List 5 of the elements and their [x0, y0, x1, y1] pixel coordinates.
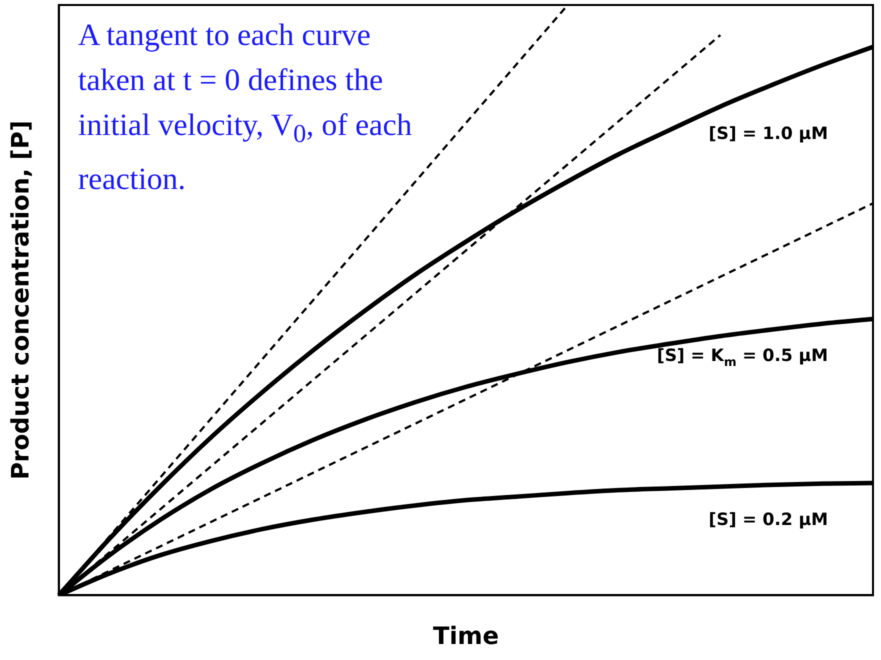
- text: A tangent to each curve taken at t = 0 defines the initial velocity, V$_{0}$, of each reaction.: [78, 17, 412, 196]
- x-axis-title: Time: [432, 622, 499, 650]
- y-axis-title: Product concentration, [P]: [6, 120, 35, 480]
- series-label: [S] = 0.2 μM: [708, 510, 828, 530]
- series-label: [S] = 1.0 μM: [708, 124, 828, 144]
